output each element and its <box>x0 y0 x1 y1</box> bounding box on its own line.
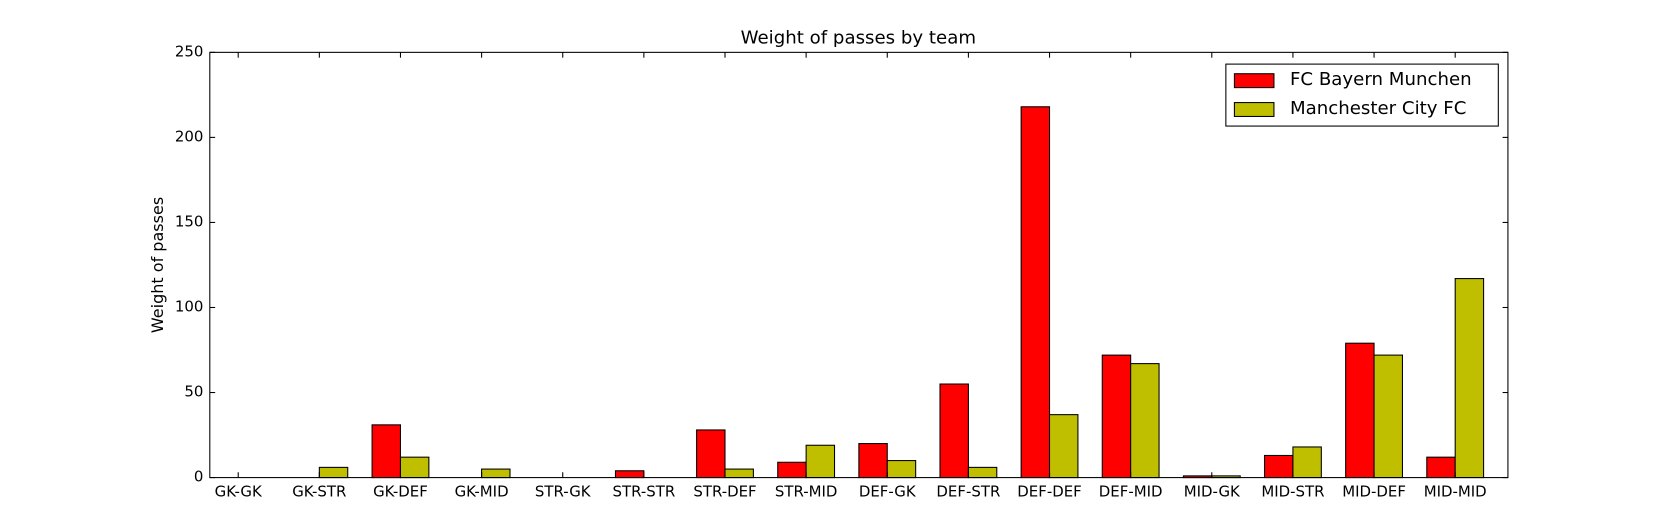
bar <box>967 466 998 479</box>
x-tick-label: MID-DEF <box>1342 483 1406 501</box>
x-tick-label: STR-STR <box>612 483 675 501</box>
x-tick-label: STR-MID <box>775 483 838 501</box>
bar <box>318 466 349 479</box>
y-tick-label: 0 <box>194 468 204 486</box>
bar <box>1373 354 1403 479</box>
bar <box>1101 354 1132 479</box>
y-axis-label: Weight of passes <box>148 197 167 333</box>
y-tick-label: 200 <box>175 127 204 145</box>
y-tick-label: 150 <box>175 212 204 230</box>
chart-title: Weight of passes by team <box>741 27 976 48</box>
x-tick-label: GK-MID <box>455 483 509 501</box>
bar <box>1048 414 1079 479</box>
bar <box>1345 342 1375 479</box>
bar <box>1130 363 1160 479</box>
y-tick-label: 100 <box>175 297 204 315</box>
x-tick-label: DEF-STR <box>936 483 1000 501</box>
bar <box>399 456 430 479</box>
x-tick-label: MID-STR <box>1261 483 1324 501</box>
bar <box>777 461 807 479</box>
legend-label: Manchester City FC <box>1290 98 1466 119</box>
bar <box>614 470 645 479</box>
x-tick-label: STR-DEF <box>693 483 756 501</box>
x-tick-label: MID-MID <box>1424 483 1487 501</box>
bar <box>858 443 888 479</box>
bar <box>1020 106 1051 479</box>
x-tick-label: DEF-GK <box>859 483 917 501</box>
y-tick-label: 50 <box>184 383 203 401</box>
x-tick-label: GK-GK <box>215 483 263 501</box>
x-tick-label: GK-STR <box>292 483 346 501</box>
bar <box>1454 278 1485 479</box>
y-tick-label: 250 <box>175 42 204 60</box>
x-tick-label: DEF-MID <box>1099 483 1163 501</box>
x-tick-label: GK-DEF <box>373 483 428 501</box>
bar <box>724 468 754 479</box>
bar <box>939 383 969 479</box>
bar <box>1426 456 1456 479</box>
bar <box>1292 446 1322 479</box>
x-tick-label: MID-GK <box>1184 483 1241 501</box>
bar <box>1263 454 1294 479</box>
plot-frame <box>209 51 1509 479</box>
x-tick-label: STR-GK <box>535 483 592 501</box>
bar <box>886 460 917 479</box>
bar <box>371 424 402 479</box>
legend-swatch <box>1233 73 1275 89</box>
legend-label: FC Bayern Munchen <box>1290 69 1472 90</box>
legend-swatch <box>1233 102 1275 117</box>
bar <box>481 468 511 479</box>
x-tick-label: DEF-DEF <box>1017 483 1081 501</box>
bar <box>805 444 836 479</box>
bar <box>696 429 726 479</box>
